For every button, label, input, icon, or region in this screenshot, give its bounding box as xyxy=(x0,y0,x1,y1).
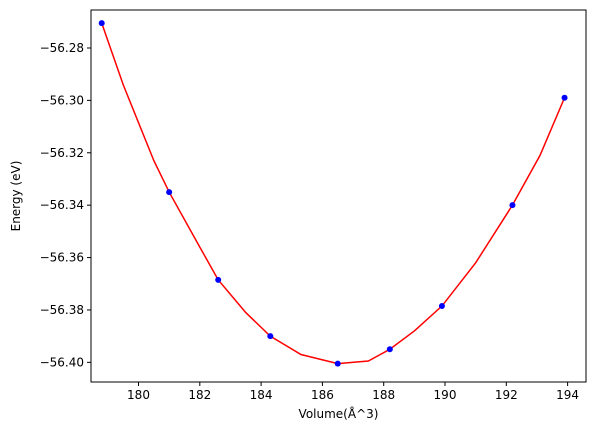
y-axis-ticks: −56.28 −56.30 −56.32 −56.34 −56.36 −56.38 −56.… xyxy=(40,41,91,369)
x-tick-label: 192 xyxy=(495,388,518,402)
x-tick-label: 180 xyxy=(127,388,150,402)
y-tick-label: −56.40 xyxy=(40,355,84,369)
y-tick-label: −56.38 xyxy=(40,303,84,317)
x-axis-label: Volume(Å^3) xyxy=(299,406,379,421)
x-tick-label: 186 xyxy=(311,388,334,402)
data-point xyxy=(98,20,105,27)
x-tick-label: 184 xyxy=(250,388,273,402)
data-point xyxy=(438,303,445,310)
x-tick-label: 182 xyxy=(188,388,211,402)
plot-content xyxy=(98,20,568,367)
y-axis-label: Energy (eV) xyxy=(9,161,23,232)
data-point xyxy=(166,189,173,196)
y-tick-label: −56.28 xyxy=(40,41,84,55)
data-point xyxy=(215,276,222,283)
x-tick-label: 194 xyxy=(556,388,579,402)
y-tick-label: −56.32 xyxy=(40,146,84,160)
data-point xyxy=(509,202,516,209)
data-point xyxy=(267,333,274,340)
fit-curve xyxy=(101,22,566,365)
y-tick-label: −56.30 xyxy=(40,93,84,107)
x-tick-label: 190 xyxy=(434,388,457,402)
x-axis-ticks: 180 182 184 186 188 190 192 194 xyxy=(127,382,579,402)
x-tick-label: 188 xyxy=(372,388,395,402)
axes-frame xyxy=(90,9,587,383)
y-tick-label: −56.36 xyxy=(40,251,84,265)
data-point xyxy=(561,94,568,101)
data-point xyxy=(386,346,393,353)
y-tick-label: −56.34 xyxy=(40,198,84,212)
data-point xyxy=(334,360,341,367)
